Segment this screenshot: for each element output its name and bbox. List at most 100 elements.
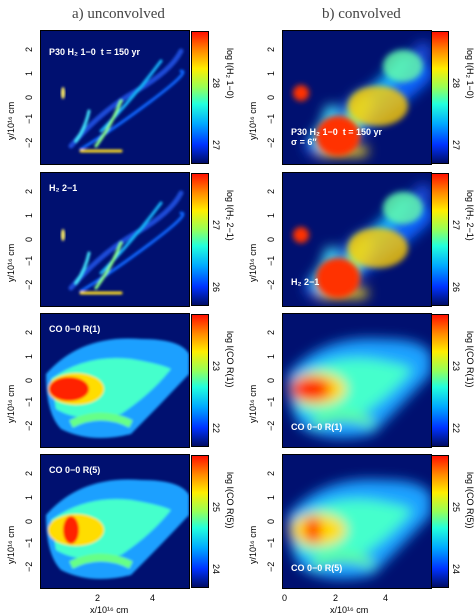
- y-tick-label: 2: [24, 188, 34, 194]
- x-tick-label-left: 2: [95, 593, 101, 603]
- y-tick-label: 1: [266, 494, 276, 500]
- colorbar-label-left-row2: log I(H₂ 2−1): [225, 190, 235, 241]
- y-tick-label: 1: [24, 353, 34, 359]
- y-tick-label: 1: [266, 353, 276, 359]
- y-tick-label: 2: [266, 329, 276, 335]
- panel-label-left-row4: CO 0−0 R(5): [49, 465, 101, 475]
- colorbar-tick-high: 25: [211, 502, 221, 513]
- panel-right-row2: H₂ 2−1: [282, 172, 432, 307]
- y-tick-label: 0: [266, 377, 276, 383]
- panel-left-row2: H₂ 2−1: [40, 172, 190, 307]
- xlabel-right: x/10¹⁶ cm: [330, 605, 369, 615]
- y-tick-label: −1: [24, 255, 34, 266]
- y-tick-label: 2: [266, 46, 276, 52]
- y-tick-label: 1: [24, 70, 34, 76]
- ylabel-left-row3: y/10¹⁶ cm: [6, 384, 16, 423]
- y-tick-label: −2: [266, 279, 276, 290]
- panel-right-row1: P30 H₂ 1−0 t = 150 yr σ = 6″: [282, 30, 432, 165]
- colorbar-tick-low: 24: [211, 564, 221, 575]
- y-tick-label: −2: [24, 420, 34, 431]
- y-tick-label: −1: [266, 537, 276, 548]
- colorbar-tick-low: 24: [451, 564, 461, 575]
- colorbar-tick-low: 27: [211, 140, 221, 151]
- y-tick-label: 1: [266, 70, 276, 76]
- y-tick-label: 2: [24, 329, 34, 335]
- y-tick-label: 1: [266, 212, 276, 218]
- colorbar-label-left-row4: log I(CO R(5)): [225, 472, 235, 529]
- y-tick-label: 0: [24, 518, 34, 524]
- y-tick-label: 2: [266, 188, 276, 194]
- panel-label-right-row2: H₂ 2−1: [291, 277, 320, 287]
- y-tick-label: 0: [266, 94, 276, 100]
- panel-left-row4: CO 0−0 R(5): [40, 454, 190, 589]
- y-tick-label: 2: [24, 470, 34, 476]
- colorbar-label-right-row2: log I(H₂ 2−1): [465, 190, 475, 241]
- colorbar-label-right-row1: log I(H₂ 1−0): [465, 48, 475, 99]
- ylabel-right-row1: y/10¹⁶ cm: [248, 101, 258, 140]
- y-tick-label: 0: [266, 518, 276, 524]
- y-tick-label: 1: [24, 212, 34, 218]
- ylabel-left-row1: y/10¹⁶ cm: [6, 101, 16, 140]
- y-tick-label: −1: [266, 255, 276, 266]
- colorbar-tick-high: 28: [451, 78, 461, 89]
- colorbar-right-row1: [431, 31, 449, 164]
- colorbar-tick-high: 23: [211, 361, 221, 372]
- colorbar-left-row4: [191, 455, 209, 588]
- y-tick-label: 0: [24, 236, 34, 242]
- colorbar-label-left-row3: log I(CO R(1)): [225, 331, 235, 388]
- y-tick-label: 0: [24, 377, 34, 383]
- colorbar-tick-low: 26: [211, 282, 221, 293]
- x-tick-label-right: 2: [333, 593, 339, 603]
- ylabel-right-row2: y/10¹⁶ cm: [248, 243, 258, 282]
- panel-left-row3: CO 0−0 R(1): [40, 313, 190, 448]
- ylabel-left-row4: y/10¹⁶ cm: [6, 525, 16, 564]
- y-tick-label: −1: [266, 396, 276, 407]
- panel-right-row4: CO 0−0 R(5): [282, 454, 432, 589]
- colorbar-left-row1: [191, 31, 209, 164]
- y-tick-label: −2: [266, 137, 276, 148]
- panel-right-row3: CO 0−0 R(1): [282, 313, 432, 448]
- colorbar-label-left-row1: log I(H₂ 1−0): [225, 48, 235, 99]
- y-tick-label: 0: [24, 94, 34, 100]
- colorbar-left-row3: [191, 314, 209, 447]
- panel-label-left-row3: CO 0−0 R(1): [49, 324, 101, 334]
- colorbar-tick-high: 27: [211, 220, 221, 231]
- colorbar-left-row2: [191, 173, 209, 306]
- x-tick-label-right: 0: [282, 593, 288, 603]
- colorbar-label-right-row3: log I(CO R(1)): [465, 331, 475, 388]
- panel-label-right-row3: CO 0−0 R(1): [291, 422, 343, 432]
- left-column-title: a) unconvolved: [72, 6, 165, 22]
- right-column-title: b) convolved: [322, 6, 401, 22]
- x-tick-label-right: 4: [383, 593, 389, 603]
- panel-left-row1: P30 H₂ 1−0 t = 150 yr: [40, 30, 190, 165]
- colorbar-tick-low: 26: [451, 282, 461, 293]
- y-tick-label: −2: [24, 137, 34, 148]
- y-tick-label: −1: [24, 396, 34, 407]
- colorbar-tick-high: 28: [211, 78, 221, 89]
- y-tick-label: −1: [266, 113, 276, 124]
- colorbar-right-row2: [431, 173, 449, 306]
- panel-label-right-row4: CO 0−0 R(5): [291, 563, 343, 573]
- y-tick-label: 2: [24, 46, 34, 52]
- ylabel-left-row2: y/10¹⁶ cm: [6, 243, 16, 282]
- colorbar-tick-low: 22: [211, 423, 221, 434]
- colorbar-tick-high: 27: [451, 220, 461, 231]
- colorbar-tick-high: 23: [451, 361, 461, 372]
- y-tick-label: 1: [24, 494, 34, 500]
- panel-label-left-row2: H₂ 2−1: [49, 183, 78, 193]
- colorbar-tick-low: 27: [451, 140, 461, 151]
- y-tick-label: −2: [266, 561, 276, 572]
- y-tick-label: −2: [24, 561, 34, 572]
- xlabel-left: x/10¹⁶ cm: [90, 605, 129, 615]
- panel-label-left-row1: P30 H₂ 1−0 t = 150 yr: [49, 47, 141, 57]
- y-tick-label: −1: [24, 537, 34, 548]
- ylabel-right-row3: y/10¹⁶ cm: [248, 384, 258, 423]
- panel-label-right-row1: P30 H₂ 1−0 t = 150 yr σ = 6″: [291, 127, 383, 147]
- y-tick-label: −2: [24, 279, 34, 290]
- y-tick-label: −1: [24, 113, 34, 124]
- colorbar-right-row4: [431, 455, 449, 588]
- y-tick-label: 0: [266, 236, 276, 242]
- ylabel-right-row4: y/10¹⁶ cm: [248, 525, 258, 564]
- colorbar-right-row3: [431, 314, 449, 447]
- y-tick-label: 2: [266, 470, 276, 476]
